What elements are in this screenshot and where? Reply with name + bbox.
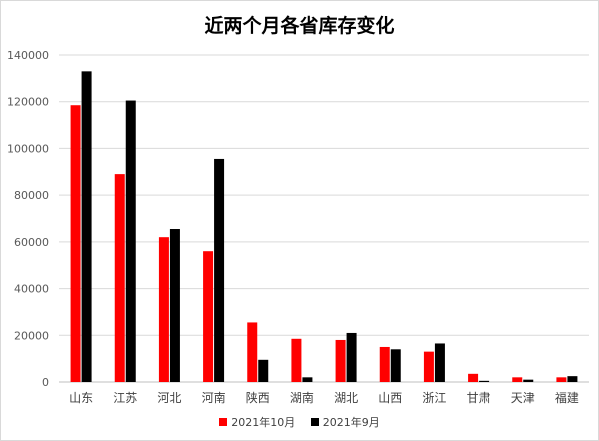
- x-tick-label: 湖北: [334, 390, 358, 405]
- x-tick-label: 浙江: [422, 391, 446, 405]
- bar: [114, 174, 125, 382]
- bar: [423, 351, 434, 382]
- legend-label-sep: 2021年9月: [322, 416, 380, 429]
- y-tick-label: 120000: [7, 96, 49, 109]
- y-tick-label: 0: [42, 376, 49, 389]
- x-tick-label: 陕西: [246, 390, 270, 405]
- bar: [512, 377, 523, 382]
- x-tick-label: 天津: [511, 391, 535, 405]
- bar: [81, 71, 92, 382]
- bar: [169, 229, 180, 382]
- bar: [346, 332, 357, 382]
- x-tick-label: 山东: [69, 391, 93, 405]
- bar: [335, 339, 346, 382]
- x-tick-label: 江苏: [113, 391, 137, 405]
- bar: [258, 359, 269, 382]
- y-tick-label: 40000: [14, 283, 49, 296]
- x-tick-label: 湖南: [290, 390, 314, 405]
- bar: [479, 380, 490, 382]
- y-tick-label: 140000: [7, 49, 49, 62]
- bar: [214, 158, 225, 382]
- bar: [247, 322, 258, 382]
- bar: [125, 100, 136, 383]
- bar: [70, 105, 81, 382]
- bar: [523, 379, 534, 382]
- y-tick-label: 80000: [14, 189, 49, 202]
- legend-item-sep: 2021年9月: [310, 414, 380, 430]
- legend-item-oct: 2021年10月: [219, 414, 295, 430]
- bar: [379, 346, 390, 382]
- bar: [302, 377, 313, 382]
- bar: [468, 373, 479, 382]
- bar: [390, 349, 401, 382]
- chart-title: 近两个月各省库存变化: [204, 15, 395, 37]
- x-tick-label: 福建: [555, 390, 579, 405]
- x-tick-label: 山西: [378, 391, 402, 405]
- x-tick-label: 河北: [157, 391, 181, 405]
- bar: [434, 343, 445, 382]
- legend-label-oct: 2021年10月: [231, 416, 296, 429]
- y-tick-label: 60000: [14, 236, 49, 249]
- x-tick-label: 河南: [202, 390, 226, 405]
- x-tick-label: 甘肃: [467, 391, 491, 405]
- y-tick-label: 20000: [14, 329, 49, 342]
- bar: [291, 338, 302, 382]
- legend-swatch-oct: [219, 418, 228, 426]
- bar: [158, 237, 169, 382]
- bar: [203, 251, 214, 382]
- legend-swatch-sep: [310, 418, 319, 426]
- bar: [567, 376, 578, 382]
- bar: [556, 377, 567, 382]
- y-tick-label: 100000: [7, 142, 49, 155]
- legend: 2021年10月 2021年9月: [1, 414, 598, 430]
